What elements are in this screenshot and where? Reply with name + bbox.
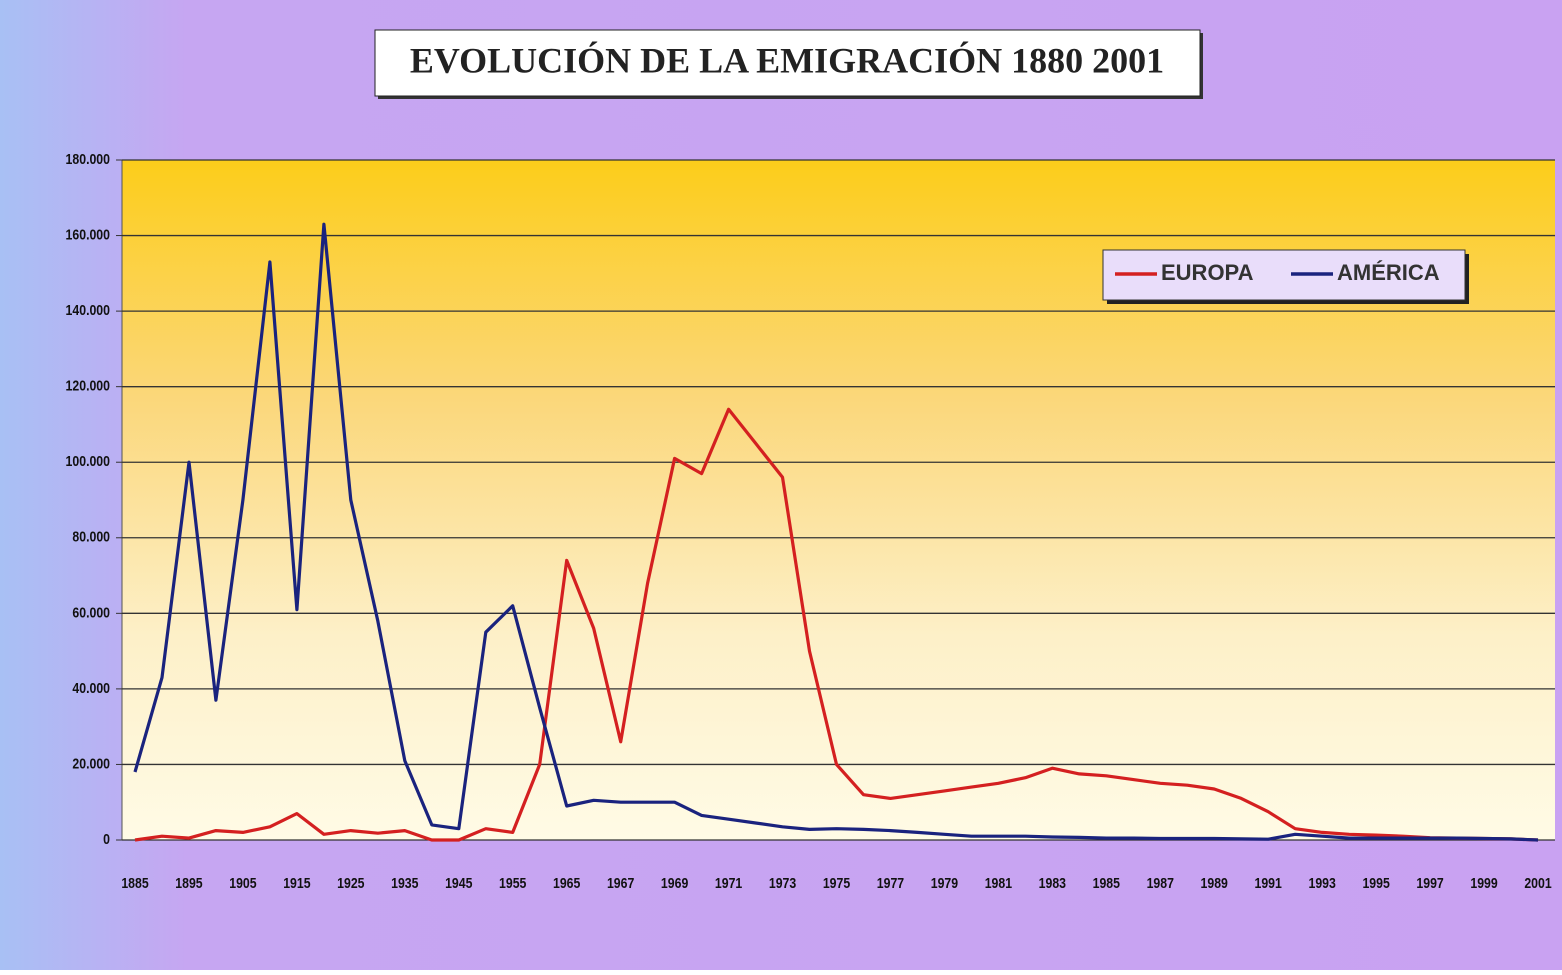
x-tick-label: 1977 xyxy=(877,875,905,891)
x-tick-label: 1991 xyxy=(1255,875,1283,891)
x-tick-label: 1979 xyxy=(931,875,959,891)
chart-title: EVOLUCIÓN DE LA EMIGRACIÓN 1880 2001 xyxy=(410,40,1164,80)
x-tick-label: 1935 xyxy=(391,875,419,891)
x-tick-label: 1925 xyxy=(337,875,365,891)
x-tick-label: 1995 xyxy=(1362,875,1390,891)
x-tick-label: 1971 xyxy=(715,875,743,891)
x-tick-label: 1987 xyxy=(1147,875,1175,891)
y-tick-label: 0 xyxy=(103,831,110,847)
title-box xyxy=(374,29,1201,97)
legend-box xyxy=(1102,249,1466,301)
y-tick-label: 160.000 xyxy=(66,226,111,242)
y-tick-label: 60.000 xyxy=(72,604,110,620)
legend: EUROPA AMÉRICA xyxy=(1102,249,1469,304)
x-tick-label: 1915 xyxy=(283,875,311,891)
y-tick-label: 100.000 xyxy=(66,453,111,469)
series-line xyxy=(133,222,1539,842)
series-line xyxy=(134,407,1539,842)
y-tick-label: 120.000 xyxy=(66,378,111,394)
x-tick-label: 1965 xyxy=(553,875,581,891)
x-tick-label: 1983 xyxy=(1039,875,1067,891)
y-tick-label: 140.000 xyxy=(66,302,111,318)
y-tick-label: 80.000 xyxy=(72,529,110,545)
x-tick-label: 1993 xyxy=(1308,875,1336,891)
x-tick-label: 1905 xyxy=(229,875,257,891)
x-tick-label: 2001 xyxy=(1524,875,1552,891)
x-tick-label: 1955 xyxy=(499,875,527,891)
x-tick-label: 1945 xyxy=(445,875,473,891)
x-tick-label: 1975 xyxy=(823,875,851,891)
x-tick-label: 1989 xyxy=(1201,875,1229,891)
x-tick-label: 1969 xyxy=(661,875,689,891)
lines xyxy=(133,222,1539,842)
x-tick-label: 1985 xyxy=(1093,875,1121,891)
legend-label: AMÉRICA xyxy=(1337,260,1440,285)
x-tick-label: 1973 xyxy=(769,875,797,891)
legend-label: EUROPA xyxy=(1161,260,1254,285)
x-tick-label: 1999 xyxy=(1470,875,1498,891)
x-tick-label: 1981 xyxy=(985,875,1013,891)
grid: 0 20.000 40.000 60.000 80.000 100.000 120.000 1… xyxy=(66,151,1555,891)
x-tick-label: 1997 xyxy=(1416,875,1444,891)
y-tick-label: 40.000 xyxy=(72,680,110,696)
y-tick-label: 180.000 xyxy=(66,151,111,167)
y-tick-label: 20.000 xyxy=(72,755,110,771)
x-tick-label: 1885 xyxy=(121,875,149,891)
x-tick-label: 1895 xyxy=(175,875,203,891)
x-tick-label: 1967 xyxy=(607,875,635,891)
